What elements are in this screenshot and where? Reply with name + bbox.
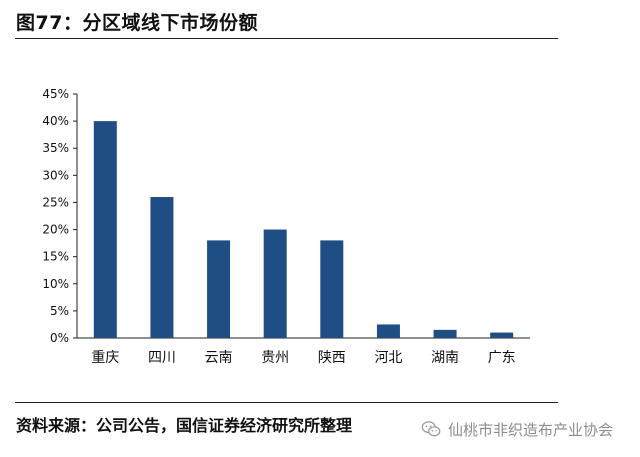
watermark: 仙桃市非织造布产业协会 <box>420 414 613 444</box>
x-tick-labels: 重庆 四川 云南 贵州 陕西 河北 湖南 广东 <box>91 350 515 366</box>
x-tick-label: 湖南 <box>431 350 459 366</box>
y-tick-label: 40% <box>42 114 69 128</box>
top-divider <box>15 38 558 39</box>
y-tick-label: 35% <box>42 141 69 155</box>
bar <box>207 240 231 338</box>
y-tick-label: 5% <box>50 304 69 318</box>
x-tick-label: 云南 <box>205 350 233 366</box>
source-note: 资料来源：公司公告，国信证券经济研究所整理 <box>16 416 353 435</box>
x-tick-label: 重庆 <box>91 350 119 366</box>
x-tick-label: 陕西 <box>318 350 346 366</box>
x-tick-label: 河北 <box>374 350 402 366</box>
y-tick-label: 20% <box>42 223 69 237</box>
y-tick-label: 25% <box>42 195 69 209</box>
bar <box>93 121 117 338</box>
wechat-icon <box>421 421 441 437</box>
watermark-text: 仙桃市非织造布产业协会 <box>448 420 614 439</box>
chart-title: 图77：分区域线下市场份额 <box>16 12 258 34</box>
bar <box>376 324 400 338</box>
bar <box>263 229 287 338</box>
y-tick-label: 0% <box>50 331 69 345</box>
bar <box>150 197 174 338</box>
bar <box>490 332 514 338</box>
x-tick-label: 广东 <box>488 350 516 366</box>
x-tick-label: 四川 <box>148 350 176 366</box>
bar <box>433 329 457 338</box>
bar <box>320 240 344 338</box>
x-tick-label: 贵州 <box>261 350 289 366</box>
y-tick-label: 30% <box>42 168 69 182</box>
y-ticks: 0% 5% 10% 15% 20% 25% 30% 35% 40% 45% <box>42 87 77 345</box>
y-tick-label: 10% <box>42 277 69 291</box>
y-tick-label: 45% <box>42 87 69 101</box>
bottom-divider <box>15 402 558 403</box>
y-tick-label: 15% <box>42 250 69 264</box>
bars <box>93 121 514 338</box>
bar-chart: 0% 5% 10% 15% 20% 25% 30% 35% 40% 45% 重庆 四川 云南 贵州 陕西 河… <box>42 87 530 366</box>
